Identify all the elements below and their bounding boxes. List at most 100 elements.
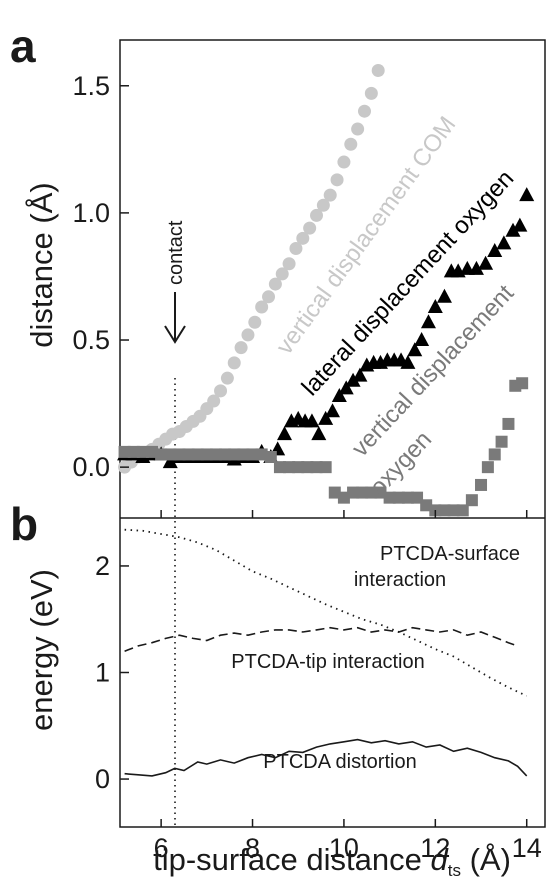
point-vertical_oxygen xyxy=(383,491,396,504)
point-lateral xyxy=(420,314,436,329)
point-lateral xyxy=(325,403,340,418)
point-vertical_oxygen xyxy=(401,491,414,504)
point-com xyxy=(310,208,324,222)
point-vertical_oxygen xyxy=(374,486,387,499)
annotation-surface-line1: PTCDA-surface xyxy=(380,543,520,565)
point-lateral xyxy=(352,367,368,382)
point-lateral xyxy=(304,413,320,428)
point-com xyxy=(207,394,221,408)
line-tip xyxy=(124,626,518,652)
point-vertical_oxygen xyxy=(516,377,529,390)
point-com xyxy=(316,198,330,212)
point-vertical_oxygen xyxy=(411,491,424,504)
point-vertical_oxygen xyxy=(292,461,305,474)
point-lateral xyxy=(496,235,512,250)
point-vertical_oxygen xyxy=(488,448,501,461)
point-vertical_oxygen xyxy=(301,461,314,474)
point-lateral xyxy=(331,387,347,402)
point-com xyxy=(289,241,303,255)
point-vertical_oxygen xyxy=(438,504,451,517)
point-com xyxy=(337,155,351,169)
point-vertical_oxygen xyxy=(255,448,268,461)
point-vertical_oxygen xyxy=(164,448,177,461)
point-com xyxy=(248,315,262,329)
x-tick-label: 6 xyxy=(154,833,169,863)
annotation-surface-line2: interaction xyxy=(354,569,446,591)
point-com xyxy=(262,290,276,304)
point-vertical_oxygen xyxy=(209,448,222,461)
point-vertical_oxygen xyxy=(155,448,168,461)
y-tick-label-b: 2 xyxy=(95,551,110,581)
annotation-distortion: PTCDA distortion xyxy=(263,751,416,773)
point-vertical_oxygen xyxy=(447,504,460,517)
point-vertical_oxygen xyxy=(283,461,296,474)
point-lateral xyxy=(487,243,503,258)
point-com xyxy=(357,104,371,118)
point-vertical_oxygen xyxy=(264,450,277,463)
point-com xyxy=(323,188,337,202)
panel-a-plot xyxy=(117,64,535,517)
point-vertical_oxygen xyxy=(191,448,204,461)
point-vertical_oxygen xyxy=(228,448,241,461)
point-lateral xyxy=(436,288,452,303)
point-vertical_oxygen xyxy=(365,486,378,499)
y-axis-label-b: energy (eV) xyxy=(24,569,59,731)
point-vertical_oxygen xyxy=(509,379,522,392)
point-vertical_oxygen xyxy=(145,445,158,458)
x-tick-label: 10 xyxy=(329,833,359,863)
point-com xyxy=(255,300,269,314)
point-lateral xyxy=(407,342,423,357)
point-lateral xyxy=(162,454,178,469)
point-com xyxy=(303,221,317,235)
point-vertical_oxygen xyxy=(420,499,433,512)
point-vertical_oxygen xyxy=(319,461,332,474)
point-com xyxy=(344,137,358,151)
annotation-tip: PTCDA-tip interaction xyxy=(231,651,424,673)
y-tick-label-a: 1.0 xyxy=(72,198,110,228)
point-vertical_oxygen xyxy=(273,461,286,474)
x-tick-label: 12 xyxy=(420,833,450,863)
plot-frame xyxy=(119,39,546,828)
point-com xyxy=(234,341,248,355)
point-com xyxy=(268,277,282,291)
x-tick-label: 14 xyxy=(512,833,542,863)
point-lateral xyxy=(468,260,484,275)
point-lateral xyxy=(277,426,293,441)
point-vertical_oxygen xyxy=(502,417,515,430)
y-tick-label-a: 0.5 xyxy=(72,325,110,355)
point-com xyxy=(220,371,234,385)
panel-b-label: b xyxy=(10,498,38,550)
point-vertical_oxygen xyxy=(392,491,405,504)
point-vertical_oxygen xyxy=(495,435,508,448)
point-vertical_oxygen xyxy=(456,504,469,517)
point-lateral xyxy=(414,332,430,347)
point-vertical_oxygen xyxy=(127,445,140,458)
point-lateral xyxy=(311,426,327,441)
x-axis-label-main: tip-surface distance xyxy=(153,842,430,877)
point-vertical_oxygen xyxy=(219,448,232,461)
contact-label: contact xyxy=(165,220,187,285)
point-com xyxy=(296,231,310,245)
point-vertical_oxygen xyxy=(200,448,213,461)
point-vertical_oxygen xyxy=(310,461,323,474)
point-com xyxy=(227,356,241,370)
panel-b-plot xyxy=(124,528,528,777)
point-com xyxy=(330,173,344,187)
line-surface xyxy=(124,528,528,697)
point-lateral xyxy=(505,222,521,237)
point-com xyxy=(214,384,228,398)
contact-arrow-head xyxy=(164,325,186,344)
y-tick-label-b: 1 xyxy=(95,658,110,688)
point-lateral xyxy=(338,380,354,395)
x-axis-label: tip-surface distance dts (Å) xyxy=(153,842,511,880)
x-axis-label-subscript: ts xyxy=(448,861,461,880)
point-lateral xyxy=(427,298,443,313)
point-lateral xyxy=(512,217,528,232)
point-vertical_oxygen xyxy=(337,491,350,504)
point-vertical_oxygen xyxy=(246,448,259,461)
x-tick-label: 8 xyxy=(245,833,260,863)
point-vertical_oxygen xyxy=(136,445,149,458)
point-vertical_oxygen xyxy=(328,486,341,499)
point-vertical_oxygen xyxy=(237,448,250,461)
